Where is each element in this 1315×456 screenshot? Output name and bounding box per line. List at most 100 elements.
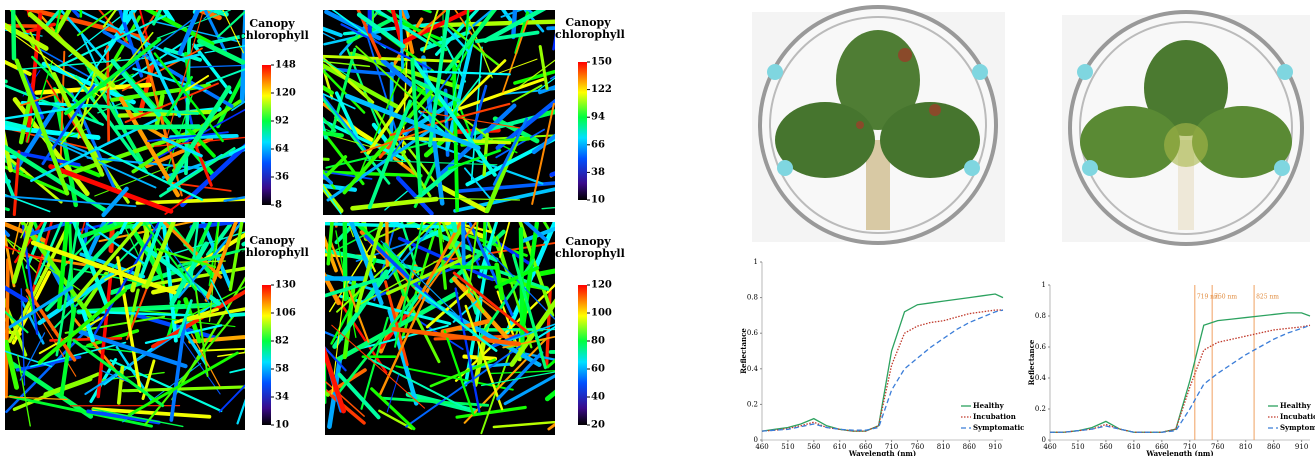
canopy-texture [5, 10, 245, 218]
canopy-stroke [12, 149, 21, 217]
canopy-stroke [5, 350, 53, 368]
canopy-stroke [79, 252, 146, 279]
canopy-stroke [466, 10, 495, 32]
canopy-stroke [91, 408, 184, 428]
canopy-stroke [455, 405, 527, 419]
canopy-stroke [57, 13, 169, 68]
canopy-stroke [116, 10, 120, 11]
colorbar [262, 285, 271, 425]
colorbar-tick-label: 122 [591, 84, 612, 95]
canopy-stroke [380, 58, 418, 91]
canopy-stroke [521, 222, 539, 328]
colorbar-tick-label: 130 [275, 280, 296, 291]
canopy-stroke [137, 304, 210, 309]
canopy-stroke [188, 334, 245, 344]
canopy-stroke [5, 222, 47, 243]
canopy-stroke [11, 222, 22, 255]
canopy-stroke [325, 346, 347, 372]
canopy-stroke [5, 193, 51, 213]
colorbar-title: Canopy chlorophyll [239, 234, 309, 259]
colorbar-tick-label: 8 [275, 200, 282, 211]
colorbar-tick-label: 58 [275, 364, 289, 375]
canopy-stroke [323, 63, 399, 109]
canopy-stroke [325, 274, 390, 298]
canopy-stroke [86, 409, 161, 425]
canopy-stroke [385, 254, 472, 296]
canopy-stroke [163, 47, 202, 62]
canopy-stroke [323, 120, 328, 140]
canopy-stroke [101, 186, 129, 218]
canopy-stroke [156, 248, 217, 269]
canopy-stroke [114, 124, 201, 130]
canopy-stroke [187, 64, 245, 68]
canopy-stroke [444, 10, 497, 74]
canopy-texture [5, 222, 245, 428]
canopy-stroke [367, 357, 467, 410]
canopy-stroke [30, 118, 158, 183]
colorbar-tick-label: 66 [591, 139, 605, 150]
canopy-stroke [345, 93, 481, 151]
colorbar-tick-label: 148 [275, 60, 296, 71]
canopy-stroke [410, 57, 423, 195]
canopy-stroke [457, 181, 555, 193]
canopy-stroke [5, 124, 101, 141]
canopy-stroke [325, 390, 330, 397]
legend-label: Incubation [1280, 412, 1315, 421]
canopy-stroke [210, 279, 233, 319]
colorbar [578, 62, 587, 200]
canopy-stroke [139, 222, 164, 279]
canopy-stroke [494, 239, 534, 268]
canopy-stroke [44, 134, 88, 154]
canopy-stroke [449, 229, 506, 284]
canopy-stroke [366, 84, 416, 155]
canopy-stroke [398, 10, 405, 70]
canopy-stroke [26, 60, 53, 143]
canopy-stroke [541, 206, 555, 210]
series-line [1050, 324, 1311, 433]
canopy-stroke [79, 10, 83, 18]
canopy-stroke [482, 222, 487, 247]
canopy-stroke [418, 10, 448, 35]
canopy-stroke [5, 144, 108, 213]
canopy-stroke [5, 339, 20, 390]
colorbar-tick-label: 106 [275, 308, 296, 319]
canopy-stroke [236, 398, 245, 425]
canopy-texture [325, 222, 555, 435]
canopy-stroke [161, 136, 203, 158]
canopy-stroke [447, 222, 468, 250]
canopy-stroke [456, 59, 507, 108]
canopy-stroke [10, 10, 17, 61]
canopy-stroke [106, 45, 111, 144]
canopy-stroke [5, 79, 8, 84]
colorbar-tick-label: 100 [591, 308, 612, 319]
canopy-stroke [461, 222, 466, 266]
series-line [761, 309, 1004, 432]
canopy-stroke [121, 47, 203, 92]
canopy-stroke [444, 34, 476, 152]
canopy-stroke [323, 93, 356, 110]
canopy-stroke [452, 271, 529, 334]
canopy-stroke [386, 10, 448, 52]
y-tick-label: 0 [1042, 436, 1046, 444]
canopy-stroke [94, 146, 204, 201]
canopy-stroke [449, 24, 470, 114]
canopy-stroke [342, 276, 357, 360]
canopy-stroke [325, 271, 341, 306]
canopy-stroke [5, 171, 15, 198]
canopy-stroke [535, 325, 555, 340]
canopy-stroke [110, 15, 197, 82]
canopy-stroke [25, 288, 77, 362]
canopy-stroke [329, 241, 370, 343]
canopy-stroke [8, 286, 74, 329]
canopy-stroke [511, 10, 518, 40]
canopy-stroke [177, 299, 193, 339]
canopy-stroke [480, 371, 555, 387]
canopy-stroke [323, 118, 411, 163]
colorbar-title: Canopy chlorophyll [555, 16, 625, 41]
canopy-stroke [33, 222, 64, 285]
canopy-stroke [544, 389, 555, 402]
y-tick-label: 0.8 [1035, 312, 1046, 320]
canopy-stroke [502, 14, 531, 93]
canopy-stroke [373, 10, 432, 46]
